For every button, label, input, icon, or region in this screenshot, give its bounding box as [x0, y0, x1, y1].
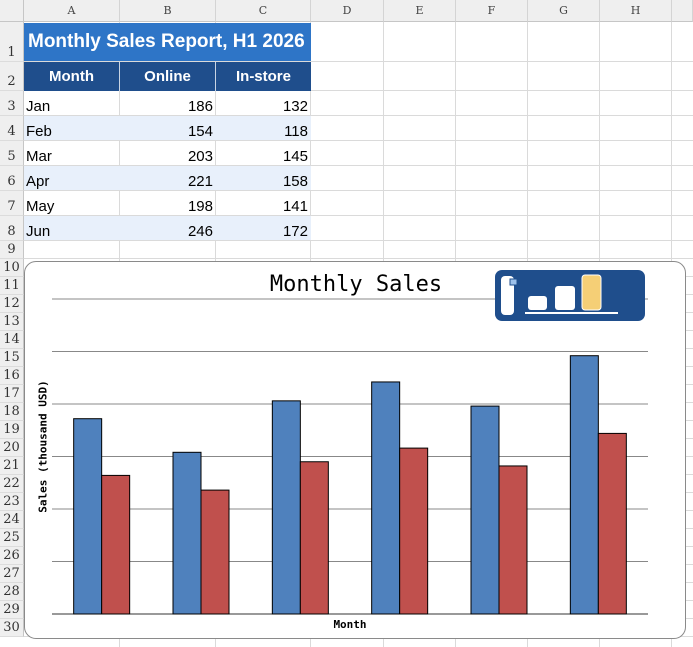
- row-gridline: [24, 258, 693, 259]
- row-gridline: [24, 190, 693, 191]
- row-header-3[interactable]: 3: [0, 91, 24, 116]
- row-gridline: [24, 115, 693, 116]
- bar-series1-jan[interactable]: [73, 418, 103, 615]
- column-header-b[interactable]: B: [120, 0, 216, 22]
- bar-series2-jan[interactable]: [101, 474, 131, 615]
- cell-online[interactable]: 221: [187, 173, 213, 190]
- header-month[interactable]: Month: [24, 62, 120, 91]
- row-header-27[interactable]: 27: [0, 565, 24, 583]
- cell-instore[interactable]: 172: [282, 223, 308, 240]
- cell-month[interactable]: Jan: [26, 98, 51, 115]
- row-header-19[interactable]: 19: [0, 421, 24, 439]
- column-header-d[interactable]: D: [311, 0, 384, 22]
- row-header-8[interactable]: 8: [0, 216, 24, 241]
- bar-series1-jun[interactable]: [569, 355, 599, 615]
- row-band: [24, 166, 311, 190]
- row-header-9[interactable]: 9: [0, 241, 24, 259]
- bar-series2-mar[interactable]: [299, 461, 329, 615]
- cell-instore[interactable]: 158: [282, 173, 308, 190]
- row-header-13[interactable]: 13: [0, 313, 24, 331]
- row-header-21[interactable]: 21: [0, 457, 24, 475]
- chart-elements-button[interactable]: [495, 270, 645, 321]
- report-title-cell[interactable]: Monthly Sales Report, H1 2026: [24, 23, 311, 61]
- cell-instore[interactable]: 141: [282, 198, 308, 215]
- row-header-17[interactable]: 17: [0, 385, 24, 403]
- row-header-16[interactable]: 16: [0, 367, 24, 385]
- row-header-10[interactable]: 10: [0, 259, 24, 277]
- bar-series1-apr[interactable]: [371, 381, 401, 615]
- row-header-15[interactable]: 15: [0, 349, 24, 367]
- header-instore[interactable]: In-store: [216, 62, 311, 91]
- row-header-4[interactable]: 4: [0, 116, 24, 141]
- bar-series1-mar[interactable]: [271, 400, 301, 615]
- row-header-14[interactable]: 14: [0, 331, 24, 349]
- row-gridline: [24, 140, 693, 141]
- cell-online[interactable]: 203: [187, 148, 213, 165]
- row-band: [24, 216, 311, 240]
- row-header-1[interactable]: 1: [0, 22, 24, 62]
- chart-title: Monthly Sales: [269, 272, 443, 297]
- column-header-a[interactable]: A: [24, 0, 120, 22]
- row-header-26[interactable]: 26: [0, 547, 24, 565]
- row-header-30[interactable]: 30: [0, 619, 24, 637]
- column-header-g[interactable]: G: [528, 0, 600, 22]
- cell-month[interactable]: Apr: [26, 173, 50, 190]
- cell-online[interactable]: 198: [187, 198, 213, 215]
- plot-area: [52, 298, 648, 615]
- column-header-h[interactable]: H: [600, 0, 672, 22]
- bar-series2-feb[interactable]: [200, 489, 230, 615]
- cell-month[interactable]: Jun: [26, 223, 51, 240]
- row-header-12[interactable]: 12: [0, 295, 24, 313]
- row-gridline: [24, 240, 693, 241]
- column-header-overflow: [672, 0, 693, 22]
- cell-online[interactable]: 246: [187, 223, 213, 240]
- bar-series1-may[interactable]: [470, 405, 500, 615]
- column-header-c[interactable]: C: [216, 0, 311, 22]
- row-band: [24, 116, 311, 140]
- row-header-11[interactable]: 11: [0, 277, 24, 295]
- row-header-22[interactable]: 22: [0, 475, 24, 493]
- cell-online[interactable]: 154: [187, 123, 213, 140]
- cell-month[interactable]: Feb: [26, 123, 52, 140]
- row-header-25[interactable]: 25: [0, 529, 24, 547]
- row-gridline: [24, 90, 693, 91]
- cell-instore[interactable]: 145: [282, 148, 308, 165]
- chart-elements-icon: [501, 274, 618, 315]
- select-all-corner[interactable]: [0, 0, 24, 22]
- column-header-e[interactable]: E: [384, 0, 456, 22]
- cell-online[interactable]: 186: [187, 98, 213, 115]
- report-title: Monthly Sales Report, H1 2026: [28, 31, 305, 52]
- x-axis-label: Month: [333, 618, 367, 631]
- cell-instore[interactable]: 118: [284, 123, 308, 140]
- row-header-29[interactable]: 29: [0, 601, 24, 619]
- bar-series1-feb[interactable]: [172, 451, 202, 615]
- bar-series2-jun[interactable]: [597, 432, 627, 615]
- row-header-20[interactable]: 20: [0, 439, 24, 457]
- row-header-2[interactable]: 2: [0, 62, 24, 91]
- cell-instore[interactable]: 132: [282, 98, 308, 115]
- cell-month[interactable]: May: [26, 198, 55, 215]
- cell-month[interactable]: Mar: [26, 148, 52, 165]
- chart-object[interactable]: Monthly Sales Sales (thousand USD) Month: [24, 261, 686, 639]
- header-online[interactable]: Online: [120, 62, 216, 91]
- row-gridline: [24, 61, 693, 62]
- row-header-5[interactable]: 5: [0, 141, 24, 166]
- row-header-24[interactable]: 24: [0, 511, 24, 529]
- row-header-23[interactable]: 23: [0, 493, 24, 511]
- bar-series2-may[interactable]: [498, 465, 528, 615]
- bar-series2-apr[interactable]: [399, 447, 429, 615]
- row-header-7[interactable]: 7: [0, 191, 24, 216]
- row-gridline: [24, 165, 693, 166]
- row-gridline: [24, 215, 693, 216]
- row-header-18[interactable]: 18: [0, 403, 24, 421]
- column-header-f[interactable]: F: [456, 0, 528, 22]
- row-header-6[interactable]: 6: [0, 166, 24, 191]
- row-header-28[interactable]: 28: [0, 583, 24, 601]
